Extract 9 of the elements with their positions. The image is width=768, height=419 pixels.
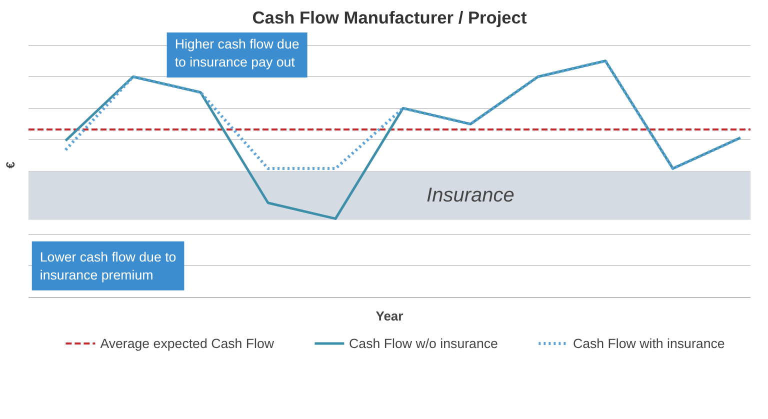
chart-title: Cash Flow Manufacturer / Project [252, 8, 527, 28]
y-axis-title: € [4, 161, 18, 168]
annotation: Lower cash flow due to insurance premium [40, 249, 176, 282]
legend-label: Average expected Cash Flow [100, 336, 274, 350]
band-label: Insurance [426, 184, 514, 207]
legend-label: Cash Flow with insurance [572, 336, 725, 350]
legend-label: Cash Flow w/o insurance [349, 336, 498, 350]
annotation: Higher cash flow due to insurance pay out [174, 36, 300, 70]
x-axis-title: Year [376, 308, 404, 324]
